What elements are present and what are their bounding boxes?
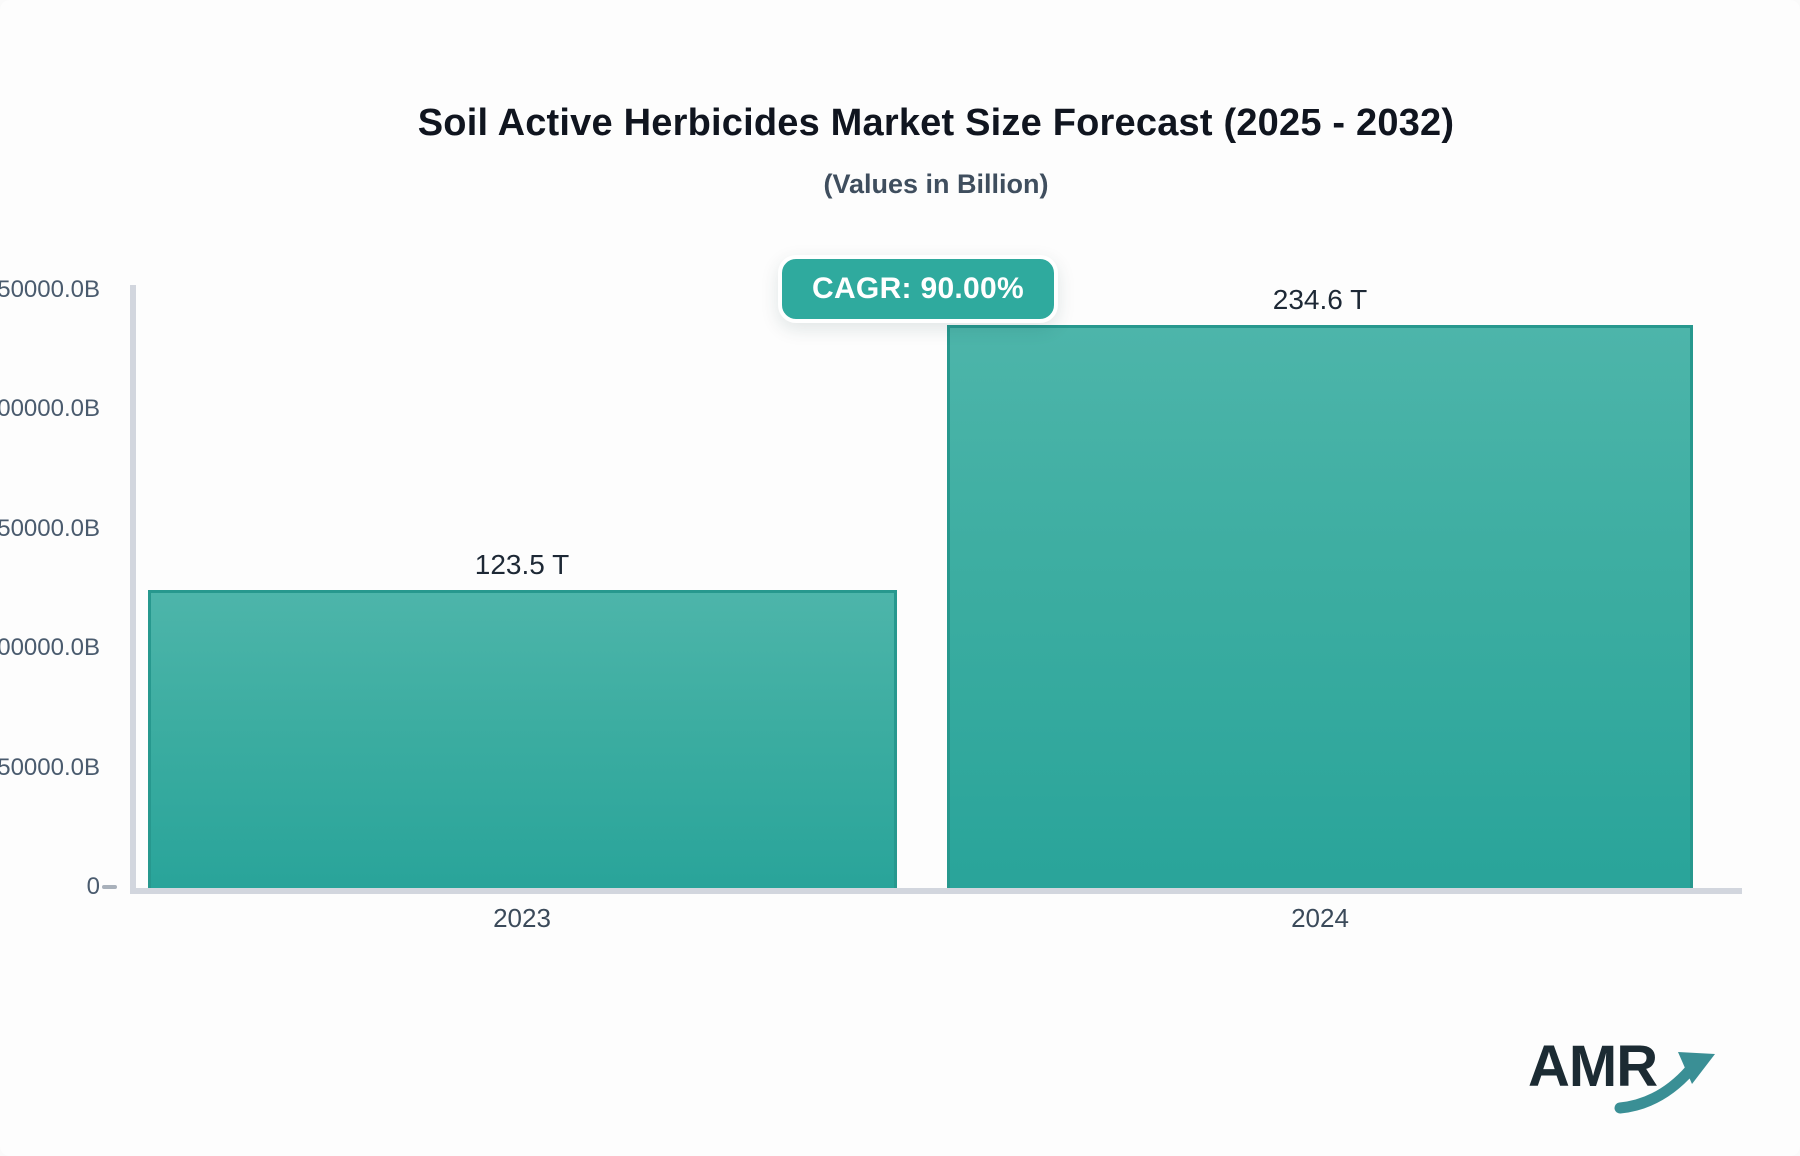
y-tick-label-100000: 100000.0B (0, 634, 100, 661)
chart-subtitle: (Values in Billion) (823, 169, 1049, 199)
x-axis-line (130, 888, 1742, 894)
x-tick-label-2023: 2023 (493, 903, 551, 933)
chart-title: Soil Active Herbicides Market Size Forec… (417, 102, 1455, 144)
bar-2024 (947, 325, 1693, 888)
bar-value-label-2024: 234.6 T (1272, 284, 1368, 315)
bar-value-label-2023: 123.5 T (474, 549, 570, 580)
y-axis-zero-tick-mark (102, 885, 117, 889)
y-tick-label-0: 0 (86, 873, 100, 900)
y-tick-label-200000: 200000.0B (0, 395, 100, 422)
y-axis-line (130, 285, 136, 894)
y-tick-label-150000: 150000.0B (0, 515, 100, 542)
amr-logo-text: AMR (1528, 1034, 1658, 1099)
cagr-badge: CAGR: 90.00% (778, 255, 1059, 323)
chart-header: Soil Active Herbicides Market Size Forec… (130, 0, 1742, 200)
y-tick-label-50000: 50000.0B (0, 754, 100, 781)
x-tick-label-2024: 2024 (1291, 903, 1349, 933)
y-tick-label-250000: 250000.0B (0, 276, 100, 303)
bar-2023 (148, 590, 897, 888)
amr-logo: AMR (1528, 1036, 1718, 1120)
growth-arrow-icon (1614, 1052, 1715, 1114)
